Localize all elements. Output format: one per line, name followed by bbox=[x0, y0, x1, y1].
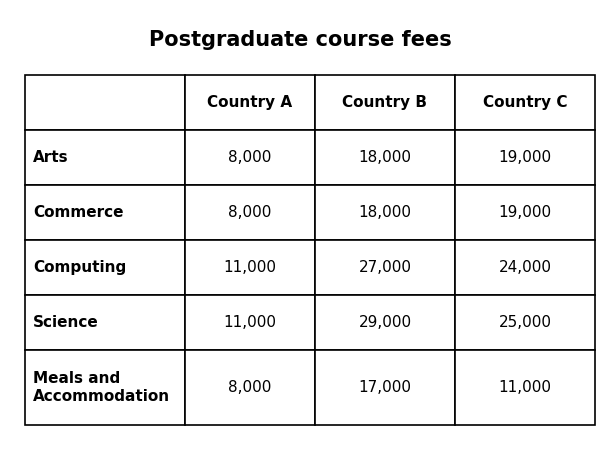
Bar bbox=[25, 350, 185, 425]
Text: 18,000: 18,000 bbox=[359, 150, 412, 165]
Bar bbox=[185, 185, 315, 240]
Bar bbox=[25, 130, 185, 185]
Text: Country B: Country B bbox=[343, 95, 427, 110]
Text: 18,000: 18,000 bbox=[359, 205, 412, 220]
Bar bbox=[455, 350, 595, 425]
Text: 11,000: 11,000 bbox=[223, 315, 277, 330]
Text: Postgraduate course fees: Postgraduate course fees bbox=[149, 30, 451, 50]
Text: 8,000: 8,000 bbox=[229, 150, 272, 165]
Text: Country A: Country A bbox=[208, 95, 293, 110]
Text: Science: Science bbox=[33, 315, 99, 330]
Text: 11,000: 11,000 bbox=[223, 260, 277, 275]
Text: 29,000: 29,000 bbox=[358, 315, 412, 330]
Text: Meals and
Accommodation: Meals and Accommodation bbox=[33, 371, 170, 404]
Text: Commerce: Commerce bbox=[33, 205, 124, 220]
Text: 27,000: 27,000 bbox=[359, 260, 412, 275]
Bar bbox=[315, 75, 455, 130]
Bar bbox=[315, 240, 455, 295]
Bar bbox=[455, 240, 595, 295]
Text: 8,000: 8,000 bbox=[229, 205, 272, 220]
Text: 25,000: 25,000 bbox=[499, 315, 551, 330]
Bar bbox=[315, 130, 455, 185]
Bar bbox=[185, 75, 315, 130]
Bar bbox=[455, 130, 595, 185]
Bar bbox=[185, 295, 315, 350]
Bar bbox=[455, 75, 595, 130]
Bar bbox=[455, 295, 595, 350]
Bar bbox=[25, 185, 185, 240]
Bar bbox=[315, 185, 455, 240]
Text: 19,000: 19,000 bbox=[499, 150, 551, 165]
Text: Country C: Country C bbox=[483, 95, 567, 110]
Bar bbox=[455, 185, 595, 240]
Bar bbox=[25, 240, 185, 295]
Bar bbox=[315, 295, 455, 350]
Text: 19,000: 19,000 bbox=[499, 205, 551, 220]
Text: 24,000: 24,000 bbox=[499, 260, 551, 275]
Bar bbox=[185, 130, 315, 185]
Text: 11,000: 11,000 bbox=[499, 380, 551, 395]
Bar bbox=[25, 295, 185, 350]
Text: 8,000: 8,000 bbox=[229, 380, 272, 395]
Text: 17,000: 17,000 bbox=[359, 380, 412, 395]
Bar bbox=[25, 75, 185, 130]
Text: Computing: Computing bbox=[33, 260, 126, 275]
Bar bbox=[185, 350, 315, 425]
Bar bbox=[315, 350, 455, 425]
Bar bbox=[185, 240, 315, 295]
Text: Arts: Arts bbox=[33, 150, 68, 165]
